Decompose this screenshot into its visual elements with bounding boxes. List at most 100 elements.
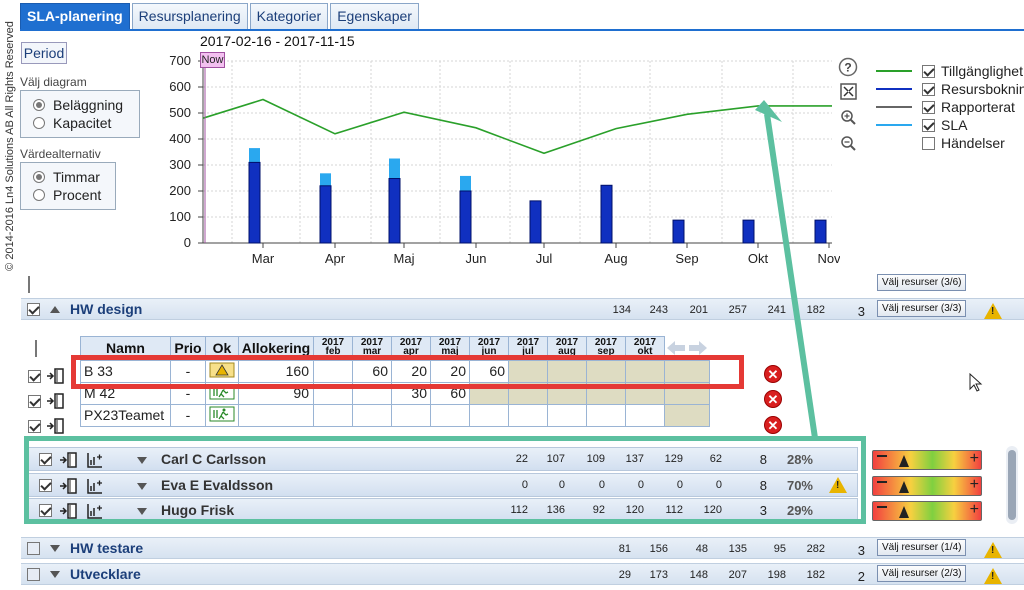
- legend-checkbox-tillganglighet[interactable]: [922, 64, 935, 78]
- alloc-cell[interactable]: [586, 403, 626, 427]
- alloc-cell[interactable]: 20: [430, 359, 470, 383]
- tab-egenskaper[interactable]: Egenskaper: [330, 3, 419, 30]
- expand-icon[interactable]: [137, 483, 147, 490]
- alloc-cell[interactable]: [352, 381, 392, 405]
- alloc-cell[interactable]: 20: [391, 359, 431, 383]
- legend-checkbox-rapporterat[interactable]: [922, 100, 935, 114]
- alloc-cell[interactable]: [547, 381, 587, 405]
- alloc-cell[interactable]: [352, 403, 392, 427]
- remove-icon[interactable]: ✕: [764, 416, 782, 434]
- person-checkbox[interactable]: [39, 503, 52, 517]
- capacity-slider[interactable]: +: [872, 450, 982, 470]
- legend-rapporterat[interactable]: Rapporterat: [876, 98, 1015, 116]
- legend-checkbox-resursbokning[interactable]: [922, 82, 935, 96]
- group-hw-testare-checkbox[interactable]: [27, 541, 40, 555]
- plus-icon[interactable]: +: [969, 501, 979, 518]
- zoom-in-icon[interactable]: [840, 109, 857, 126]
- alloc-cell[interactable]: [313, 403, 353, 427]
- period-button[interactable]: Period: [21, 42, 67, 64]
- alloc-cell[interactable]: [625, 403, 665, 427]
- alloc-select-all-checkbox[interactable]: [35, 340, 37, 357]
- alloc-cell[interactable]: [508, 359, 548, 383]
- alloc-cell[interactable]: [313, 359, 353, 383]
- tab-resursplanering[interactable]: Resursplanering: [131, 3, 248, 30]
- alloc-row-checkbox[interactable]: [28, 394, 41, 408]
- expand-icon[interactable]: [137, 508, 147, 515]
- group-utvecklare[interactable]: Utvecklare: [21, 563, 1024, 585]
- door-exit-icon[interactable]: [59, 451, 79, 469]
- tab-sla-planering[interactable]: SLA-planering: [20, 3, 130, 30]
- alloc-cell[interactable]: [469, 381, 509, 405]
- alloc-cell[interactable]: [625, 381, 665, 405]
- alloc-cell[interactable]: [391, 403, 431, 427]
- valj-resurser-button[interactable]: Välj resurser (1/4): [877, 539, 967, 556]
- select-all-checkbox[interactable]: [28, 276, 30, 293]
- scroll-arrows-icon[interactable]: [665, 338, 709, 358]
- add-chart-icon[interactable]: [86, 477, 104, 495]
- legend-tillganglighet[interactable]: Tillgänglighet: [876, 62, 1023, 80]
- door-exit-icon[interactable]: [46, 417, 66, 435]
- alloc-cell[interactable]: [664, 359, 710, 383]
- minus-icon[interactable]: [877, 506, 887, 508]
- zoom-out-icon[interactable]: [840, 135, 857, 152]
- remove-icon[interactable]: ✕: [764, 390, 782, 408]
- expand-icon[interactable]: [50, 544, 60, 552]
- alloc-cell[interactable]: [547, 359, 587, 383]
- slider-handle[interactable]: [899, 481, 909, 493]
- radio-procent-dot[interactable]: [33, 189, 45, 201]
- alloc-row-prio[interactable]: -: [170, 381, 206, 405]
- legend-sla[interactable]: SLA: [876, 116, 967, 134]
- radio-kapacitet-dot[interactable]: [33, 117, 45, 129]
- person-row[interactable]: Hugo Frisk 112 136 92 120 112 120 3 29%: [28, 498, 858, 522]
- alloc-cell[interactable]: [430, 403, 470, 427]
- alloc-cell[interactable]: [469, 403, 509, 427]
- alloc-row[interactable]: B 33-160 60 20 20 60: [80, 359, 710, 383]
- slider-handle[interactable]: [899, 455, 909, 467]
- alloc-row[interactable]: M 42- 90 30 60: [80, 381, 710, 405]
- alloc-row[interactable]: PX23Teamet -: [80, 403, 710, 427]
- alloc-cell[interactable]: [313, 381, 353, 405]
- group-hw-design-checkbox[interactable]: [27, 302, 40, 316]
- alloc-cell[interactable]: 30: [391, 381, 431, 405]
- header-allokering[interactable]: Allokering: [238, 336, 314, 361]
- capacity-slider[interactable]: +: [872, 476, 982, 496]
- alloc-cell[interactable]: [586, 381, 626, 405]
- alloc-row-prio[interactable]: -: [170, 359, 206, 383]
- collapse-icon[interactable]: [50, 305, 60, 313]
- alloc-cell[interactable]: 60: [430, 381, 470, 405]
- minus-icon[interactable]: [877, 481, 887, 483]
- remove-icon[interactable]: ✕: [764, 365, 782, 383]
- valj-resurser-button[interactable]: Välj resurser (2/3): [877, 565, 967, 582]
- alloc-cell[interactable]: [508, 381, 548, 405]
- valj-resurser-button[interactable]: Välj resurser (3/6): [877, 274, 967, 291]
- alloc-cell[interactable]: [586, 359, 626, 383]
- add-chart-icon[interactable]: [86, 502, 104, 520]
- door-exit-icon[interactable]: [46, 367, 66, 385]
- legend-checkbox-sla[interactable]: [922, 118, 935, 132]
- plus-icon[interactable]: +: [969, 450, 979, 467]
- radio-timmar-dot[interactable]: [33, 171, 45, 183]
- person-row[interactable]: Carl C Carlsson 22 107 109 137 129 62 8 28%: [28, 447, 858, 471]
- header-prio[interactable]: Prio: [170, 336, 206, 361]
- alloc-cell[interactable]: 60: [352, 359, 392, 383]
- person-checkbox[interactable]: [39, 478, 52, 492]
- radio-timmar[interactable]: Timmar: [33, 168, 115, 186]
- alloc-row-allokering[interactable]: [238, 403, 314, 427]
- door-exit-icon[interactable]: [59, 477, 79, 495]
- capacity-slider[interactable]: +: [872, 501, 982, 521]
- valj-resurser-button[interactable]: Välj resurser (3/3): [877, 300, 967, 317]
- radio-kapacitet[interactable]: Kapacitet: [33, 114, 139, 132]
- alloc-cell[interactable]: [625, 359, 665, 383]
- legend-resursbokning[interactable]: Resursbokning: [876, 80, 1024, 98]
- alloc-cell[interactable]: [664, 403, 710, 427]
- minus-icon[interactable]: [877, 455, 887, 457]
- alloc-row-prio[interactable]: -: [170, 403, 206, 427]
- alloc-row-allokering[interactable]: 90: [238, 381, 314, 405]
- plus-icon[interactable]: +: [969, 476, 979, 493]
- radio-procent[interactable]: Procent: [33, 186, 115, 204]
- door-exit-icon[interactable]: [46, 392, 66, 410]
- help-icon[interactable]: ?: [838, 57, 858, 77]
- door-exit-icon[interactable]: [59, 502, 79, 520]
- header-ok[interactable]: Ok: [205, 336, 239, 361]
- group-hw-testare[interactable]: HW testare: [21, 537, 1024, 559]
